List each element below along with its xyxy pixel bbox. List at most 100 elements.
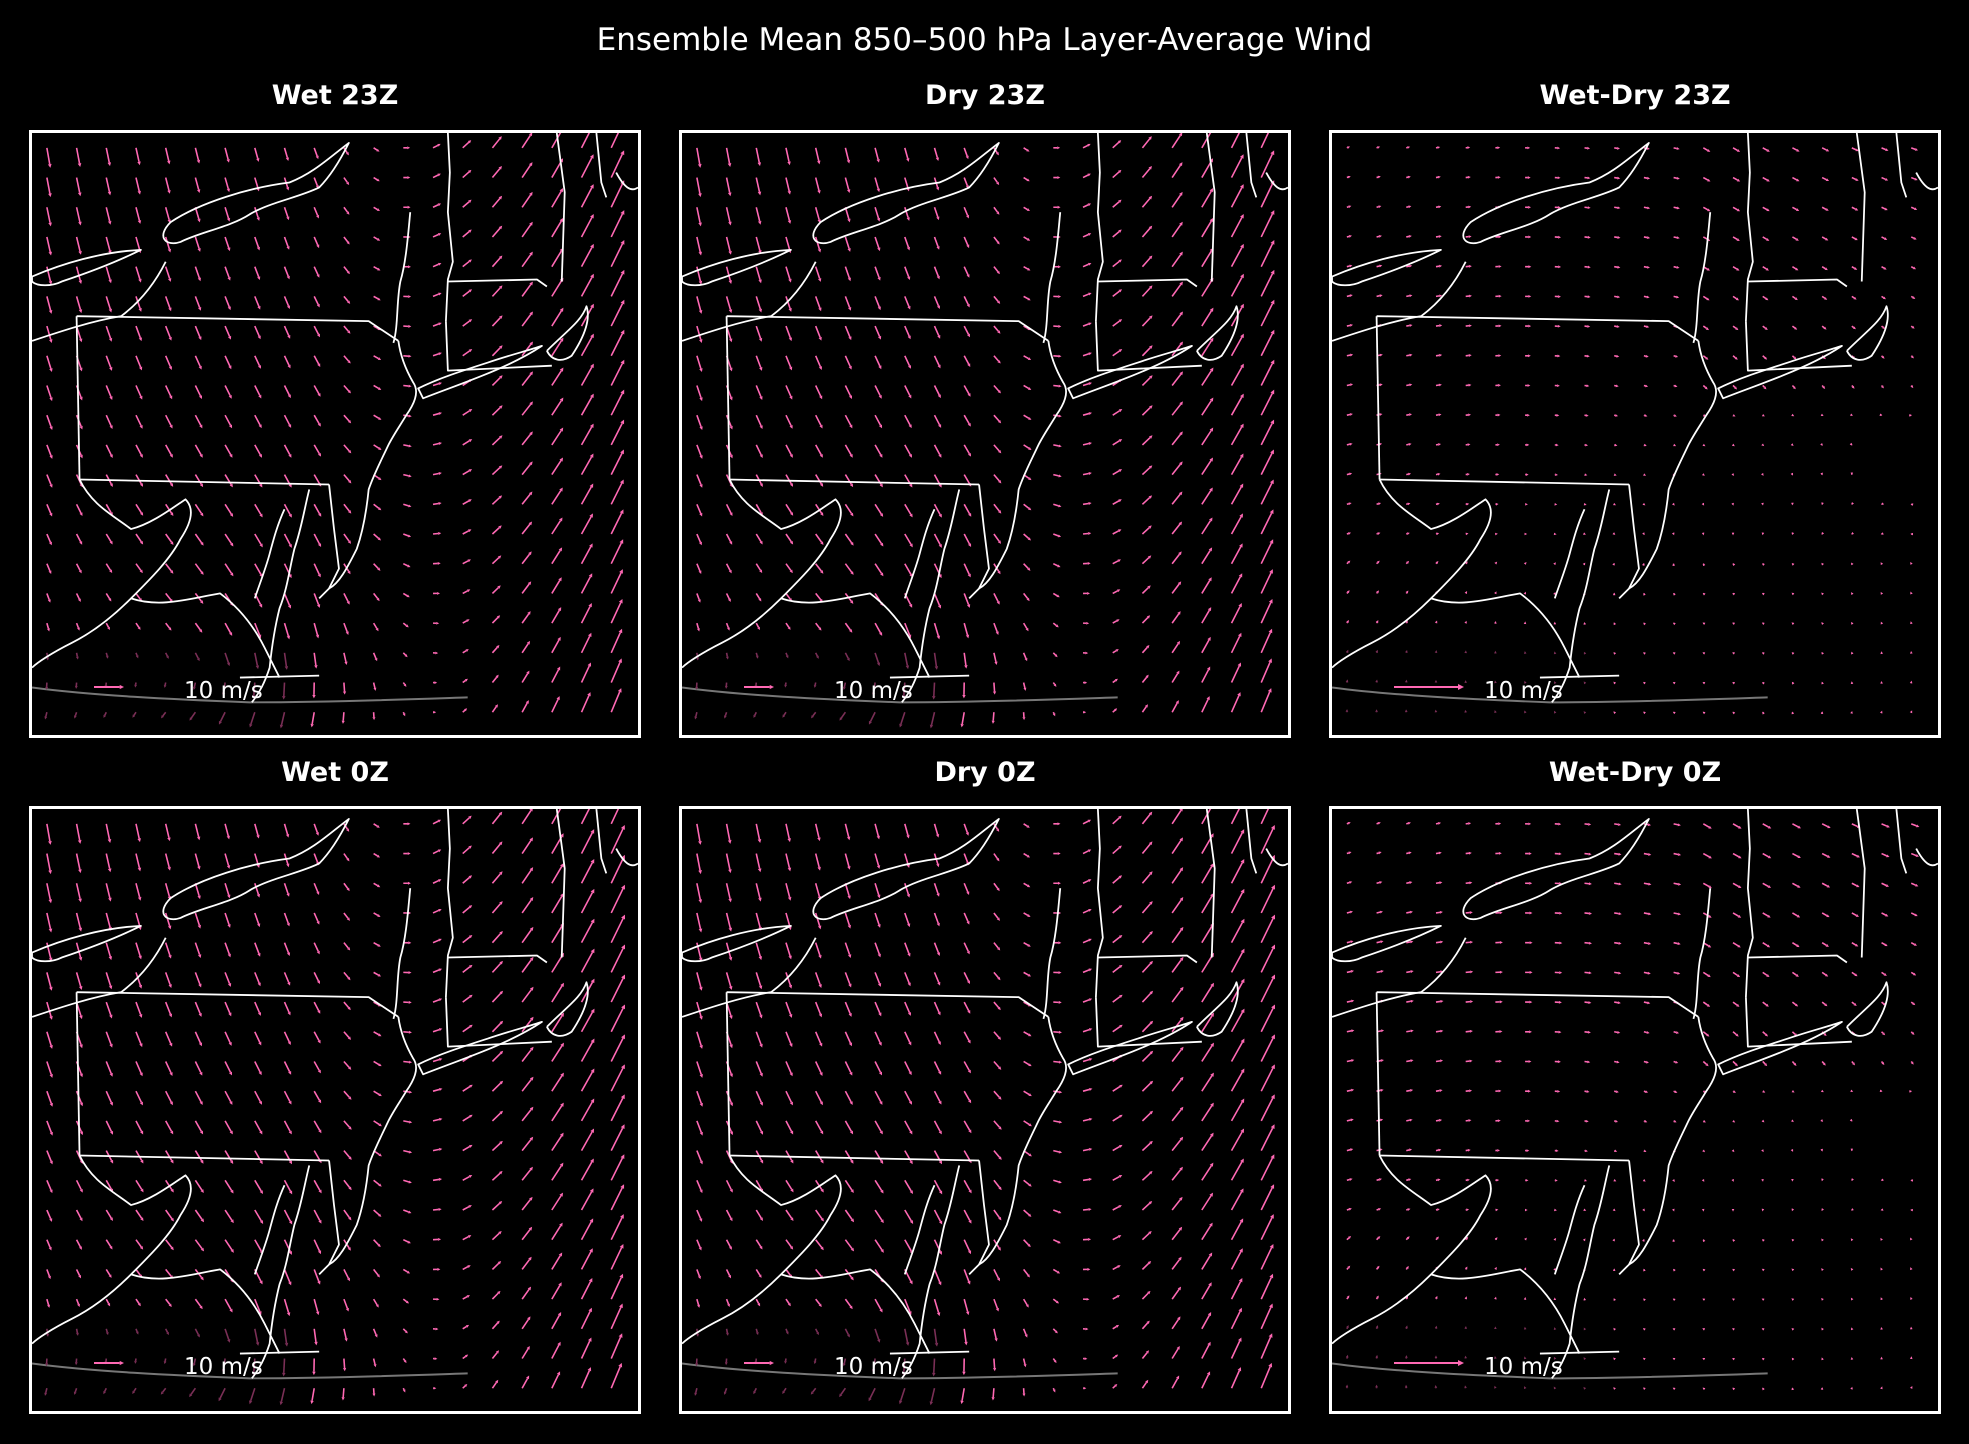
- wind-vector-head: [1054, 1330, 1058, 1334]
- wind-vector-head: [1497, 146, 1501, 150]
- wind-vector: [46, 474, 52, 485]
- wind-vector-head: [699, 1218, 703, 1222]
- wind-vector-head: [909, 1220, 914, 1224]
- wind-vector-head: [168, 307, 172, 312]
- wind-vector-head: [620, 1214, 624, 1219]
- wind-vector-head: [1468, 205, 1472, 209]
- wind-vector-head: [1791, 592, 1795, 596]
- wind-vector-head: [1468, 235, 1472, 239]
- wind-vector-head: [230, 1219, 234, 1224]
- wind-vector: [1260, 213, 1274, 238]
- map-line-paWest: [725, 992, 731, 1156]
- wind-vector-head: [1148, 465, 1153, 469]
- wind-vector-head: [1559, 911, 1563, 915]
- wind-vector-head: [109, 454, 113, 459]
- wind-vector: [165, 622, 171, 629]
- wind-vector: [1082, 879, 1090, 884]
- wind-vector-head: [909, 603, 913, 608]
- wind-vector-head: [1526, 1149, 1530, 1152]
- wind-vector: [254, 355, 261, 367]
- wind-vector: [874, 1031, 881, 1044]
- wind-vector-head: [1796, 178, 1800, 182]
- wind-vector-head: [1616, 146, 1620, 150]
- wind-vector-head: [347, 976, 351, 981]
- wind-vector-head: [998, 1126, 1002, 1130]
- wind-vector-head: [1707, 178, 1711, 182]
- wind-vector-head: [1114, 678, 1118, 682]
- wind-vector-head: [345, 631, 349, 635]
- wind-vector: [1346, 265, 1350, 268]
- wind-vector-head: [1057, 822, 1061, 826]
- wind-vector-head: [729, 1102, 733, 1107]
- wind-vector: [164, 444, 172, 456]
- wind-vector: [1435, 1237, 1438, 1241]
- wind-vector-head: [1909, 1326, 1913, 1330]
- wind-vector-head: [347, 1006, 351, 1011]
- wind-vector: [313, 147, 318, 157]
- wind-vector-head: [1708, 825, 1712, 829]
- wind-vector: [1376, 294, 1380, 298]
- wind-vector: [46, 1061, 52, 1075]
- wind-vector-head: [312, 694, 316, 699]
- wind-vector-head: [1795, 973, 1799, 977]
- wind-vector: [462, 470, 470, 476]
- wind-vector-head: [1465, 1236, 1469, 1240]
- wind-vector-head: [467, 1265, 471, 1268]
- wind-vector: [933, 1090, 941, 1102]
- wind-vector: [755, 853, 761, 869]
- wind-vector-head: [408, 1060, 413, 1064]
- wind-vector: [1112, 171, 1120, 179]
- wind-vector-head: [407, 205, 411, 209]
- wind-vector-head: [499, 375, 503, 379]
- wind-vector-head: [621, 1004, 625, 1010]
- wind-vector: [1112, 260, 1120, 268]
- wind-vector: [551, 866, 563, 884]
- wind-vector: [1881, 882, 1887, 887]
- wind-vector-head: [784, 1360, 787, 1364]
- wind-vector: [755, 503, 762, 514]
- wind-vector-head: [1058, 971, 1062, 975]
- wind-vector-head: [377, 507, 382, 511]
- map-line-ncLine: [239, 1350, 320, 1355]
- wind-vector-head: [848, 365, 852, 370]
- wind-vector: [283, 444, 291, 456]
- wind-vector-head: [1794, 326, 1798, 330]
- wind-vector-head: [1237, 1367, 1242, 1372]
- wind-vector-head: [1497, 413, 1501, 417]
- wind-vector-head: [619, 509, 624, 515]
- wind-vector: [963, 177, 969, 187]
- wind-vector-head: [727, 163, 732, 167]
- wind-vector-head: [1706, 1033, 1710, 1037]
- wind-vector-head: [1058, 1090, 1063, 1094]
- wind-vector-head: [1494, 650, 1497, 654]
- wind-vector-head: [620, 419, 625, 425]
- wind-vector-head: [1149, 375, 1153, 379]
- wind-vector-head: [230, 572, 234, 577]
- wind-vector-head: [1118, 409, 1123, 413]
- wind-vector-head: [1588, 882, 1592, 886]
- wind-vector-head: [1585, 443, 1589, 447]
- wind-vector-head: [1408, 205, 1412, 209]
- wind-vector-head: [1645, 1060, 1649, 1064]
- wind-vector-head: [819, 483, 824, 487]
- wind-vector-head: [1583, 1386, 1587, 1390]
- wind-vector-head: [698, 222, 702, 227]
- wind-vector: [521, 523, 531, 535]
- wind-vector-head: [1648, 942, 1652, 945]
- wind-vector: [1435, 1089, 1440, 1092]
- wind-vector-head: [559, 307, 564, 312]
- wind-vector-head: [466, 1295, 470, 1298]
- wind-vector-head: [1145, 1350, 1149, 1354]
- wind-vector: [491, 616, 499, 624]
- wind-vector: [343, 1060, 350, 1068]
- wind-vector-head: [1885, 884, 1889, 887]
- wind-vector: [1643, 206, 1648, 209]
- wind-vector-head: [1148, 811, 1153, 816]
- wind-vector-head: [1796, 148, 1800, 152]
- wind-vector-head: [140, 1217, 144, 1222]
- wind-vector-head: [288, 453, 292, 458]
- wind-vector: [313, 296, 319, 305]
- wind-vectors: [694, 809, 1276, 1406]
- wind-vector-head: [1672, 1298, 1676, 1302]
- wind-vector-head: [1028, 1093, 1032, 1097]
